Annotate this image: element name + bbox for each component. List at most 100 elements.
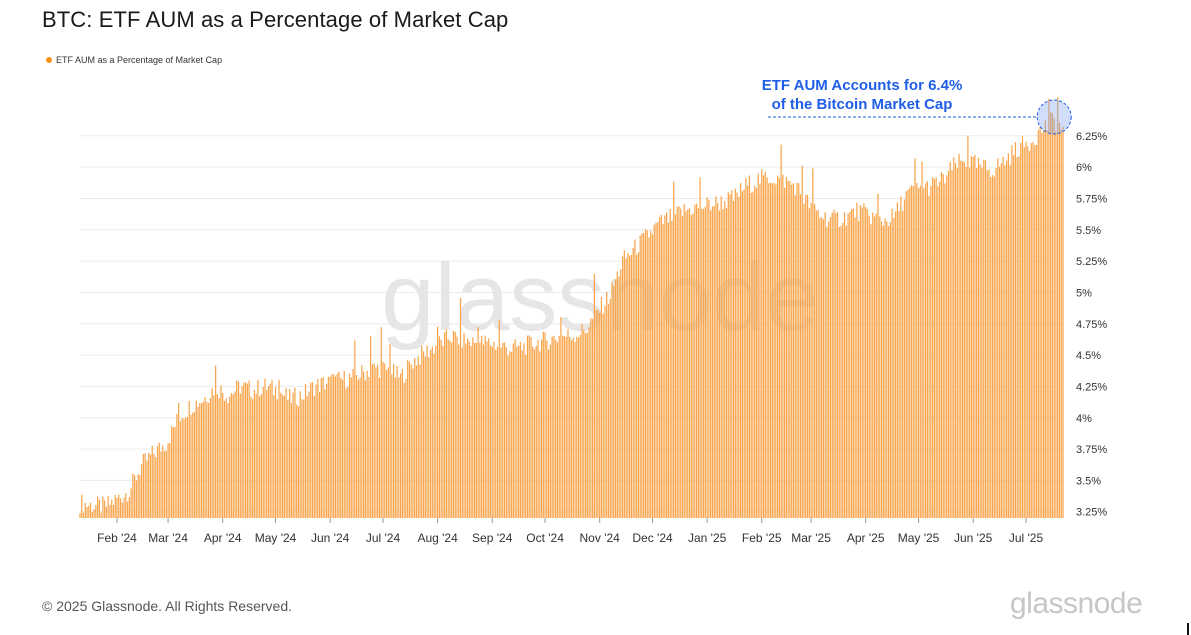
bar — [126, 501, 129, 518]
bar — [845, 225, 847, 518]
bar — [200, 403, 203, 518]
bar — [979, 164, 981, 518]
bar — [801, 165, 803, 518]
bar — [366, 370, 368, 518]
bar — [259, 396, 261, 518]
bar — [905, 191, 907, 518]
bar — [79, 512, 81, 518]
annotation: ETF AUM Accounts for 6.4% of the Bitcoin … — [762, 77, 1072, 135]
bar — [870, 224, 872, 518]
bar — [919, 185, 921, 518]
bar — [371, 364, 374, 518]
x-tick-label: Mar '25 — [791, 531, 831, 545]
bar — [789, 181, 791, 518]
bar — [403, 382, 405, 518]
bar — [555, 339, 557, 518]
bar — [167, 443, 169, 518]
bar — [671, 220, 673, 519]
bar — [405, 379, 407, 518]
bar — [199, 402, 201, 518]
bar — [838, 226, 840, 519]
bar — [808, 208, 810, 518]
bar — [370, 336, 372, 518]
bar — [858, 220, 860, 519]
bar — [584, 333, 587, 518]
bar — [444, 332, 446, 518]
bar — [690, 215, 692, 518]
bar — [933, 178, 936, 519]
bar — [784, 187, 786, 518]
bar — [459, 297, 462, 518]
bar — [803, 203, 805, 518]
bar — [505, 347, 507, 518]
bar — [135, 480, 137, 518]
bar-chart[interactable]: glassnode 3.25%3.5%3.75%4%4.25%4.5%4.75%… — [0, 0, 1191, 560]
bar — [130, 488, 132, 518]
bar — [1046, 130, 1048, 518]
bar — [493, 341, 495, 518]
bar — [798, 183, 800, 518]
bar — [132, 473, 134, 518]
bar — [1030, 143, 1032, 518]
bar — [318, 391, 321, 518]
bar — [195, 400, 197, 518]
bar — [822, 219, 825, 518]
bar — [392, 363, 395, 518]
bar — [218, 398, 220, 518]
bar — [981, 167, 983, 518]
bar — [100, 512, 102, 518]
bar — [334, 376, 337, 518]
bar — [454, 331, 456, 518]
bar — [236, 380, 238, 518]
bar — [914, 158, 916, 518]
bar — [491, 346, 493, 518]
bar — [884, 218, 886, 519]
bar — [303, 399, 305, 518]
bar — [939, 181, 941, 519]
bar — [183, 418, 185, 518]
bar — [819, 217, 821, 519]
bar — [604, 306, 606, 518]
bar — [111, 499, 113, 518]
bar — [995, 168, 997, 518]
bar — [850, 209, 853, 518]
bar — [910, 185, 913, 518]
bar — [86, 506, 88, 518]
bar — [519, 341, 522, 518]
bar — [570, 340, 573, 518]
bar — [340, 377, 342, 518]
bar — [223, 400, 226, 518]
bar — [301, 399, 303, 518]
bar — [1060, 129, 1062, 518]
bar — [912, 185, 914, 519]
bar — [338, 371, 340, 518]
x-tick-label: Nov '24 — [580, 531, 621, 545]
bar — [984, 160, 987, 518]
bar — [229, 396, 231, 518]
bar — [560, 317, 562, 518]
bar — [1053, 118, 1055, 518]
bar — [213, 395, 215, 518]
bar — [593, 273, 596, 518]
bar — [988, 169, 990, 518]
bar — [475, 342, 477, 518]
bar — [276, 399, 278, 518]
bar — [636, 254, 638, 519]
bar — [886, 221, 888, 518]
bar — [902, 210, 904, 518]
bar — [232, 394, 234, 518]
bar — [151, 445, 153, 518]
bar — [1058, 122, 1061, 518]
bar — [109, 504, 111, 518]
bar — [648, 237, 650, 518]
bar — [1062, 126, 1064, 518]
bar — [653, 224, 655, 518]
x-tick-label: May '24 — [255, 531, 297, 545]
bar — [970, 156, 973, 518]
bar — [720, 196, 722, 518]
bar — [156, 446, 159, 518]
legend[interactable]: ETF AUM as a Percentage of Market Cap — [46, 55, 222, 65]
bar — [190, 414, 192, 518]
bar — [412, 368, 414, 518]
bar — [643, 233, 645, 518]
